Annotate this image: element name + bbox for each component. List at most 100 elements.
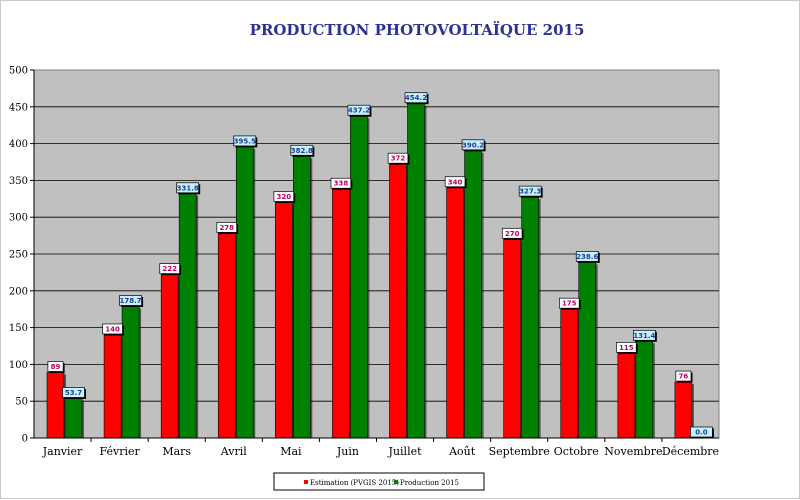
bar-shadow	[652, 343, 655, 438]
data-label-box	[62, 387, 85, 398]
data-label-box	[461, 139, 485, 151]
data-label-estimation: 140	[105, 325, 120, 333]
bar-production	[350, 115, 368, 439]
x-tick-label: Janvier	[42, 445, 83, 458]
y-tick-label: 500	[9, 66, 28, 77]
y-tick-label: 250	[9, 250, 28, 261]
bar-production	[121, 306, 140, 439]
y-tick-label: 0	[22, 434, 28, 445]
data-label-box	[290, 144, 314, 156]
bar-estimation	[46, 372, 65, 439]
bar-shadow	[538, 199, 541, 438]
data-label-box	[119, 295, 142, 306]
bar-estimation	[674, 381, 693, 439]
data-label-production: 178.7	[120, 297, 142, 305]
bar-shadow	[367, 118, 370, 439]
bar-shadow	[82, 400, 84, 438]
bar-production	[578, 262, 597, 439]
data-label-box	[616, 342, 637, 353]
bars	[46, 103, 694, 439]
data-label-box	[159, 263, 180, 274]
x-tick-label: Mai	[280, 445, 302, 458]
data-label-estimation: 115	[619, 344, 634, 352]
data-label-production: 331.8	[177, 184, 199, 192]
bar-estimation	[160, 274, 179, 439]
legend-swatch-estimation	[304, 480, 308, 484]
x-tick-label: Décembre	[662, 445, 719, 458]
data-label-box	[518, 185, 542, 197]
legend-label-production: Production 2015	[400, 479, 459, 487]
x-tick-label: Juin	[336, 445, 359, 458]
data-label-estimation: 175	[562, 300, 577, 308]
y-tick-label: 200	[9, 286, 28, 297]
bar-shadow	[595, 264, 598, 438]
data-label-estimation: 340	[448, 178, 463, 186]
data-label-production: 53.7	[65, 389, 82, 397]
bar-production	[64, 398, 83, 439]
data-label-estimation: 278	[219, 224, 234, 232]
bar-estimation	[332, 188, 350, 439]
data-label-production: 454.2	[405, 94, 427, 102]
data-label-box	[501, 227, 523, 239]
data-label-box	[102, 323, 123, 335]
chart-title: PRODUCTION PHOTOVOLTAÏQUE 2015	[250, 20, 585, 39]
data-label-box	[216, 222, 238, 233]
data-label-estimation: 222	[162, 265, 177, 273]
gridlines	[34, 106, 719, 402]
y-tick-label: 150	[9, 323, 28, 334]
data-label-box	[330, 177, 352, 189]
bar-shadow	[310, 158, 313, 438]
x-tick-label: Août	[448, 445, 476, 458]
x-tick-label: Novembre	[604, 445, 662, 458]
data-label-box	[47, 361, 64, 372]
data-label-box	[444, 176, 466, 188]
data-label-production: 395.5	[234, 137, 256, 145]
x-tick-label: Octobre	[554, 445, 599, 458]
data-label-production: 382.8	[291, 147, 313, 155]
data-label-box	[347, 104, 371, 116]
bar-estimation	[617, 353, 636, 439]
bar-estimation	[275, 202, 293, 439]
bar-estimation	[446, 187, 464, 439]
data-label-estimation: 320	[277, 193, 292, 201]
bar-shadow	[691, 384, 694, 438]
data-label-box	[233, 135, 257, 147]
legend-label-estimation: Estimation (PVGIS 2015)	[310, 479, 399, 487]
bar-production	[293, 155, 311, 439]
data-label-box	[632, 329, 656, 341]
x-tick-label: Juillet	[388, 445, 423, 458]
bar-production	[235, 146, 254, 439]
data-label-box	[176, 182, 200, 194]
y-tick-label: 400	[9, 139, 28, 150]
bar-estimation	[503, 238, 521, 439]
bar-production	[635, 340, 654, 439]
y-tick-label: 300	[9, 213, 28, 224]
bar-estimation	[389, 163, 407, 439]
y-tick-label: 50	[15, 397, 28, 408]
data-label-box	[387, 152, 409, 164]
bar-estimation	[217, 233, 236, 439]
x-tick-label: Avril	[220, 445, 247, 458]
legend-swatch-production	[394, 480, 398, 484]
data-labels: 89 53.7 140 178.7 222 331.8 278 395.5 320 382.8 33…	[47, 92, 714, 439]
bar-estimation	[560, 308, 579, 439]
data-label-production: 437.2	[348, 107, 370, 115]
data-label-box	[690, 426, 713, 438]
bar-shadow	[481, 152, 484, 438]
data-label-production: 390.2	[462, 141, 484, 149]
x-axis: Janvier Février Mars Avril Mai Juin Juillet Aoû…	[34, 437, 719, 458]
data-label-production: 0.0	[695, 429, 708, 437]
data-label-estimation: 270	[505, 230, 520, 238]
data-label-box	[404, 92, 428, 104]
bar-shadow	[196, 195, 199, 438]
x-tick-label: Mars	[162, 445, 191, 458]
y-axis: 0 50 100 150 200 250 300 350 400 450 500	[9, 66, 35, 445]
data-label-production: 131.4	[633, 332, 655, 340]
data-label-box	[575, 251, 599, 262]
legend: Estimation (PVGIS 2015) Production 2015	[273, 472, 485, 491]
bar-shadow	[424, 105, 427, 438]
data-label-estimation: 89	[51, 363, 61, 371]
bar-production	[521, 196, 539, 439]
bar-shadow	[139, 308, 142, 438]
